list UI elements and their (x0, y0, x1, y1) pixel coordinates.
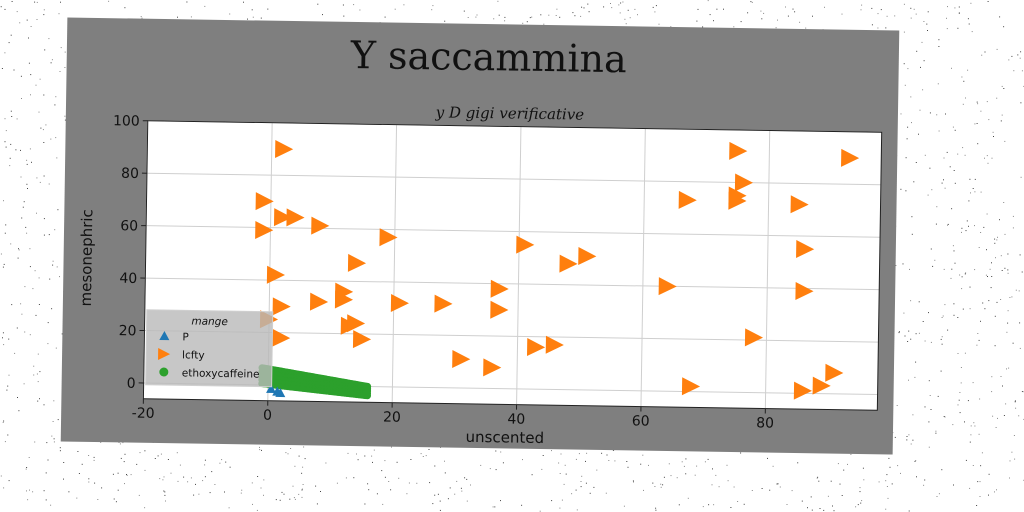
lcfty-point (272, 328, 291, 347)
lcfty-point (658, 277, 677, 296)
lcfty-point (434, 294, 453, 313)
plot-frame (142, 120, 883, 411)
y-tick-label: 60 (120, 218, 138, 234)
lcfty-point (678, 190, 697, 209)
y-tick-label: 100 (113, 113, 140, 129)
y-grid-line (146, 172, 881, 186)
lcfty-point (734, 173, 754, 192)
lcfty-point (309, 292, 329, 311)
x-axis-ticks: -20 0 20 40 60 80 (132, 398, 774, 432)
x-grid-line (516, 126, 522, 405)
lcfty-point (559, 254, 578, 273)
lcfty-point (352, 330, 372, 349)
lcfty-point (729, 141, 748, 160)
lcfty-point (379, 228, 398, 247)
lcfty-point (273, 208, 293, 227)
y-tick-label: 80 (121, 166, 139, 182)
x-axis-label: unscented (465, 428, 544, 447)
lcfty-point (452, 349, 471, 368)
x-tick-label: 20 (383, 410, 401, 426)
lcfty-point (272, 297, 291, 316)
x-tick-label: 40 (507, 411, 525, 427)
legend-marker-ethoxycaffeine (159, 367, 169, 377)
chart-figure: Y saccammina y D gigi verificative 0 20 40… (60, 17, 900, 455)
x-grid-line (391, 124, 398, 403)
x-tick-label: 60 (632, 413, 650, 429)
lcfty-point (841, 148, 860, 167)
lcfty-point (796, 239, 815, 258)
p-point (266, 383, 277, 394)
lcfty-point (516, 235, 535, 254)
legend-entry-label: P (182, 331, 189, 343)
legend-box (145, 309, 274, 388)
lcfty-point (490, 279, 509, 298)
lcfty-point (483, 358, 502, 377)
y-tick-label: 20 (119, 323, 137, 339)
lcfty-point (744, 328, 764, 347)
y-tick-label: 0 (127, 376, 136, 392)
lcfty-point (681, 377, 701, 396)
ethoxycaffeine-point (363, 392, 372, 400)
lcfty-point (347, 253, 367, 272)
x-tick-label: -20 (132, 406, 155, 422)
y-tick-label: 40 (119, 271, 137, 287)
lcfty-point (578, 247, 597, 266)
y-axis-label: mesonephric (77, 209, 97, 306)
legend-marker-lcfty (158, 347, 171, 360)
lcfty-point (346, 314, 366, 333)
lcfty-point (334, 290, 354, 309)
series-p (266, 383, 286, 398)
p-point (275, 388, 286, 398)
legend-entry-label: ethoxycaffeine (182, 367, 260, 380)
legend-title: mange (191, 315, 228, 328)
y-grid-line (146, 225, 881, 238)
lcfty-point (527, 338, 546, 357)
x-tick-label: 80 (756, 415, 774, 431)
lcfty-point (275, 139, 294, 158)
lcfty-point (795, 281, 814, 300)
lcfty-point (286, 208, 305, 227)
lcfty-point (311, 216, 330, 235)
plot-area (143, 120, 882, 411)
y-axis-ticks: 0 20 40 60 80 100 (113, 113, 148, 392)
chart-title: Y saccammina (350, 33, 628, 81)
series-ethoxycaffeine (258, 364, 372, 400)
x-tick-label: 0 (263, 408, 272, 424)
legend-marker-p (159, 331, 170, 341)
lcfty-point (793, 381, 812, 400)
lcfty-point (728, 191, 747, 210)
lcfty-point (545, 335, 564, 354)
x-grid-line (764, 130, 771, 409)
x-grid-line (640, 128, 646, 407)
data-marks (255, 139, 860, 400)
lcfty-point (790, 195, 809, 214)
lcfty-point (255, 220, 274, 239)
lcfty-point (390, 293, 409, 312)
lcfty-point (490, 300, 509, 319)
lcfty-point (812, 376, 831, 395)
lcfty-point (255, 192, 274, 211)
chart-canvas: Y saccammina y D gigi verificative 0 20 40… (77, 33, 883, 447)
lcfty-point (266, 265, 285, 284)
legend-entry-label: lcfty (182, 349, 205, 361)
chart-subtitle: y D gigi verificative (435, 103, 585, 123)
lcfty-point (825, 363, 844, 382)
